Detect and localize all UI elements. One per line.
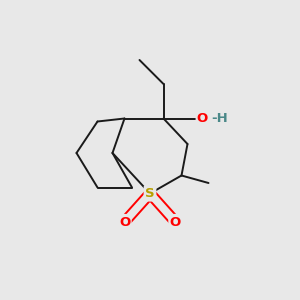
Text: S: S	[145, 187, 155, 200]
Text: -H: -H	[211, 112, 228, 125]
Text: O: O	[170, 215, 181, 229]
Text: O: O	[119, 215, 130, 229]
Text: O: O	[196, 112, 208, 125]
